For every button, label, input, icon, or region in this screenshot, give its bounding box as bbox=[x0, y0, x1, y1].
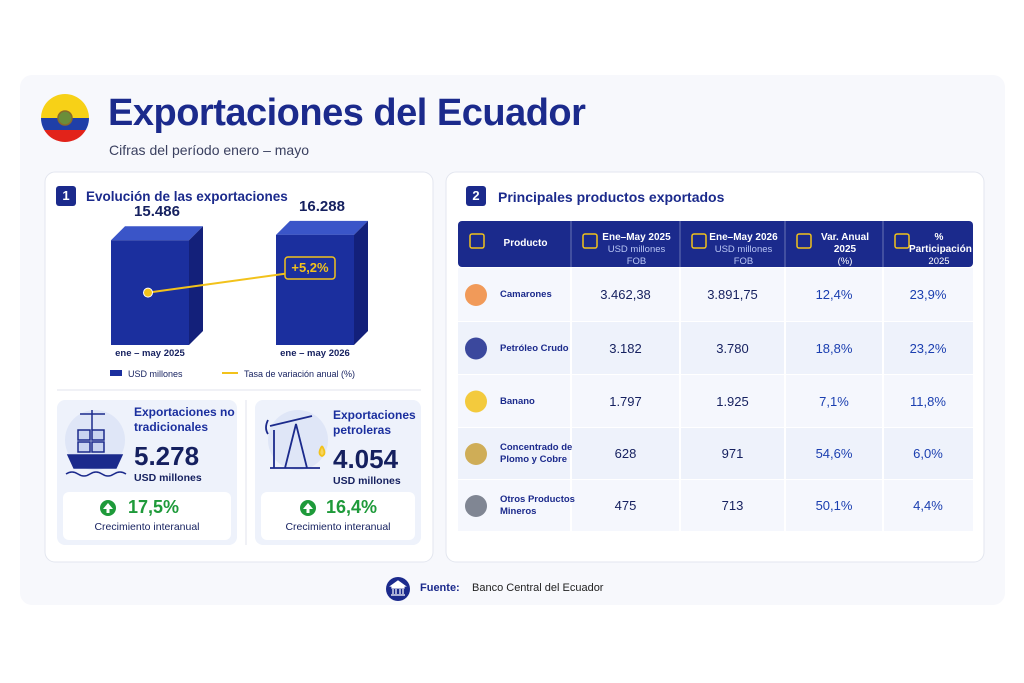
table-cell: 3.182 bbox=[609, 340, 642, 356]
table-row bbox=[458, 375, 973, 427]
table-cell: 1.797 bbox=[609, 393, 642, 409]
table-cell: 713 bbox=[721, 498, 744, 513]
ship-icon bbox=[65, 410, 127, 477]
card-unit: USD millones bbox=[333, 475, 401, 487]
table-cell: 1.925 bbox=[716, 393, 749, 409]
header-icon bbox=[469, 233, 485, 249]
up-arrow bbox=[100, 500, 116, 516]
product-icon bbox=[465, 337, 487, 360]
oil-icon bbox=[265, 410, 328, 470]
column-title: % Participación bbox=[909, 232, 972, 255]
column-title: Producto bbox=[503, 238, 548, 249]
table-cell: 971 bbox=[721, 446, 744, 461]
value-label: 16.288 bbox=[299, 198, 345, 215]
header-icon bbox=[894, 233, 910, 249]
change-label: +5,2% bbox=[291, 260, 329, 275]
x-tick-label: ene – may 2026 bbox=[280, 348, 350, 359]
card-value: 5.278 bbox=[134, 441, 200, 471]
header-separators bbox=[570, 221, 884, 267]
product-icon bbox=[465, 443, 487, 465]
legend-swatch bbox=[110, 370, 122, 376]
legend-label: USD millones bbox=[128, 369, 183, 379]
column-header: % Participación 2025 bbox=[909, 232, 972, 268]
table-row bbox=[458, 322, 973, 374]
table-cell: 6,0% bbox=[913, 446, 943, 461]
section-title: Evolución de las exportaciones bbox=[86, 189, 288, 204]
section-title: Principales productos exportados bbox=[498, 189, 725, 205]
header-icon bbox=[691, 233, 707, 249]
source-label: Fuente: bbox=[420, 582, 460, 594]
header-icon bbox=[582, 233, 598, 249]
bar-top bbox=[111, 226, 203, 241]
subtitle: Cifras del período enero – mayo bbox=[109, 142, 309, 158]
section-number: 2 bbox=[466, 186, 486, 206]
table-cell: 11,8% bbox=[910, 393, 946, 409]
product-name: Otros Productos Mineros bbox=[500, 494, 575, 517]
product-icon bbox=[465, 284, 487, 306]
column-subtitle: USD millones FOB bbox=[607, 244, 666, 267]
card-inner bbox=[261, 492, 415, 540]
table-cell: 7,1% bbox=[819, 393, 849, 409]
column-header: Ene–May 2026 USD millones FOB bbox=[706, 232, 781, 268]
column-title: Var. Anual 2025 bbox=[821, 232, 869, 255]
table-cell: 18,8% bbox=[815, 340, 853, 356]
value-label: 15.486 bbox=[134, 203, 180, 220]
table-header bbox=[458, 221, 973, 267]
card-title: Exportaciones petroleras bbox=[333, 408, 416, 437]
legend-label: Tasa de variación anual (%) bbox=[244, 369, 355, 379]
column-title: Ene–May 2026 bbox=[709, 232, 778, 243]
product-icon bbox=[465, 495, 487, 517]
table-cell: 54,6% bbox=[815, 446, 853, 461]
product-name: Concentrado de Plomo y Cobre bbox=[500, 442, 573, 465]
growth-label: Crecimiento interanual bbox=[94, 521, 200, 533]
table-cell: 475 bbox=[614, 498, 637, 513]
table-cell: 50,1% bbox=[815, 498, 853, 513]
bar-top bbox=[276, 220, 368, 235]
table-cell: 3.780 bbox=[716, 340, 749, 356]
column-header: Ene–May 2025 USD millones FOB bbox=[597, 232, 676, 268]
bar bbox=[276, 234, 354, 345]
table-cell: 23,9% bbox=[909, 287, 947, 302]
table-row bbox=[458, 428, 973, 479]
flag bbox=[41, 94, 89, 142]
title: Exportaciones del Ecuador bbox=[108, 92, 586, 134]
column-subtitle: 2025 bbox=[928, 256, 950, 267]
table-cell: 628 bbox=[614, 446, 637, 461]
card-value: 4.054 bbox=[333, 444, 399, 474]
source-text: Banco Central del Ecuador bbox=[472, 582, 604, 594]
column-header: Var. Anual 2025 (%) bbox=[811, 232, 879, 268]
column-subtitle: USD millones FOB bbox=[714, 244, 773, 267]
table-row bbox=[458, 268, 973, 321]
bar-side bbox=[354, 220, 368, 345]
growth-value: 17,5% bbox=[128, 497, 180, 517]
column-header: Producto bbox=[484, 238, 567, 250]
card-unit: USD millones bbox=[134, 472, 202, 484]
card-title: Exportaciones no tradicionales bbox=[134, 405, 235, 434]
bank-icon bbox=[386, 577, 410, 601]
product-name: Banano bbox=[500, 395, 535, 407]
header-icon bbox=[796, 233, 812, 249]
x-tick-label: ene – may 2025 bbox=[115, 348, 185, 359]
column-subtitle: (%) bbox=[837, 256, 853, 267]
product-icon bbox=[465, 390, 487, 413]
section-number: 1 bbox=[56, 186, 76, 206]
table-cell: 23,2% bbox=[909, 340, 947, 356]
table-cell: 4,4% bbox=[913, 498, 943, 513]
up-arrow bbox=[300, 500, 316, 516]
product-name: Camarones bbox=[500, 289, 552, 300]
growth-value: 16,4% bbox=[326, 497, 378, 517]
trend-point bbox=[143, 287, 153, 298]
change-box bbox=[284, 256, 336, 280]
table-row bbox=[458, 480, 973, 531]
table-cell: 3.462,38 bbox=[600, 287, 651, 302]
table-cell: 12,4% bbox=[815, 287, 853, 302]
table-cell: 3.891,75 bbox=[707, 287, 758, 302]
product-name: Petróleo Crudo bbox=[500, 342, 569, 354]
growth-label: Crecimiento interanual bbox=[285, 521, 391, 533]
column-title: Ene–May 2025 bbox=[602, 232, 671, 243]
